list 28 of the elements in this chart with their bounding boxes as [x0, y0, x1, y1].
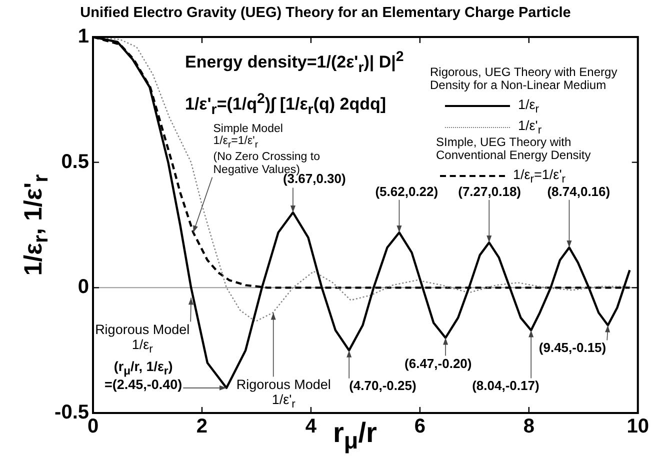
x-tick-label: 2 — [196, 416, 208, 438]
x-axis-title: r$_{μ}$/r — [333, 417, 377, 454]
x-tick-label: 8 — [523, 416, 534, 438]
x-tick-label: 6 — [414, 416, 426, 438]
y-tick-label: 0.5 — [61, 150, 89, 173]
legend-label: 1/ε$_{r}$ — [518, 97, 540, 116]
y-tick-label: -0.5 — [54, 402, 89, 424]
y-tick-label: 1 — [78, 26, 89, 48]
annotation: (7.27,0.18) — [458, 184, 521, 199]
annotation: Rigorous Model 1/ε'$_{r}$ — [236, 376, 331, 411]
annotation: Energy density=1/(2ε'$_{r}$)| D|$^{2}$ — [185, 49, 404, 77]
y-tick-label: 0 — [78, 276, 89, 298]
annotation: 1/ε'$_{r}$=(1/q$^{2}$)∫ [1/ε$_{r}$(q) 2qdq] — [185, 91, 386, 119]
annotation: Rigorous Model 1/ε$_{r}$ — [95, 322, 190, 356]
x-tick-label: 4 — [305, 416, 318, 438]
chart-title: Unified Electro Gravity (UEG) Theory for an Elementary Charge Particle — [79, 5, 572, 22]
annotation: (8.04,-0.17) — [472, 378, 540, 394]
annotation: (4.70,-0.25) — [349, 378, 416, 394]
legend-label: 1/ε$_{r}$=1/ε'$_{r}$ — [513, 167, 566, 186]
annotation: SImple, UEG Theory with Conventional Energy Density — [436, 135, 592, 162]
x-tick-label: 10 — [626, 416, 649, 438]
annotation: (8.74,0.16) — [547, 184, 610, 199]
legend-label: 1/ε'$_{r}$ — [518, 118, 542, 137]
annotation: (9.45,-0.15) — [538, 340, 606, 356]
annotation: (r$_{μ}$/r, 1/ε$_{r}$) =(2.45,-0.40) — [104, 358, 182, 393]
annotation: Rigorous, UEG Theory with Energy Density for a Non-Linear Medium — [430, 65, 618, 92]
annotation: (6.47,-0.20) — [404, 356, 472, 372]
annotation: (5.62,0.22) — [375, 184, 438, 199]
